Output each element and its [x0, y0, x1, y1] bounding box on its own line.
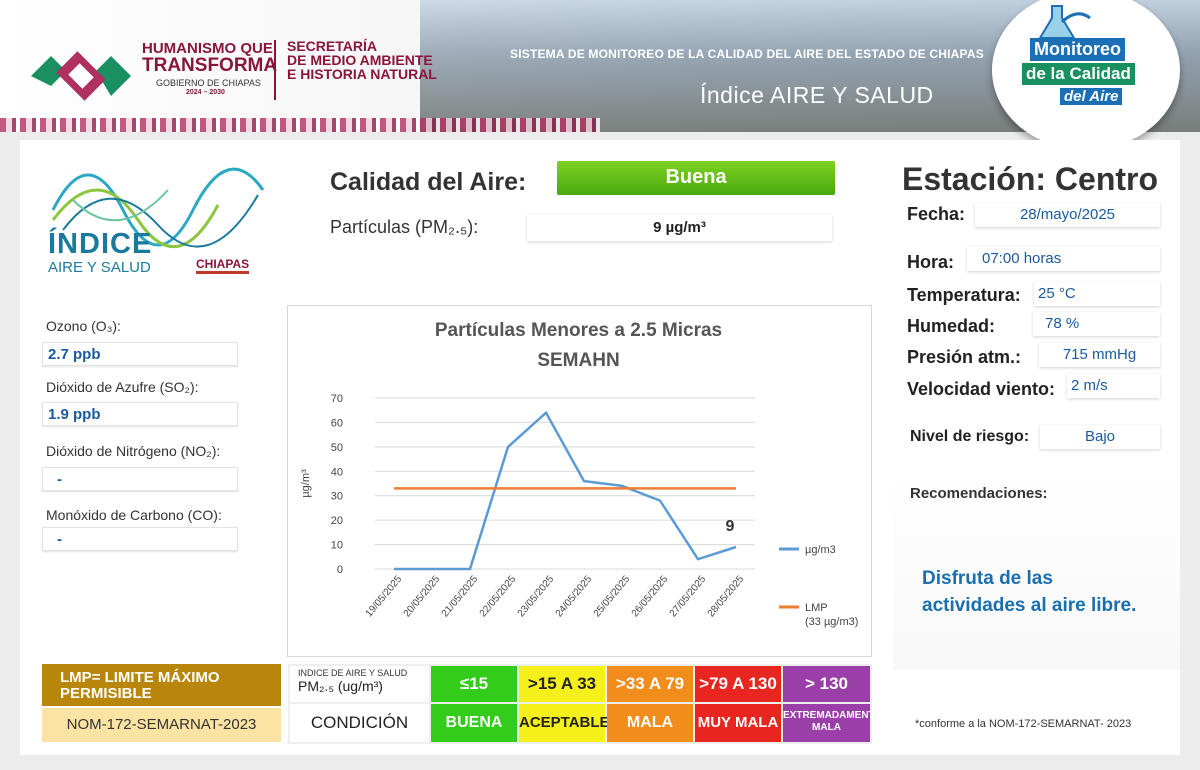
ozone-label: Ozono (O₃): [46, 318, 121, 334]
government-logo-icon [31, 51, 131, 101]
pm25-line-chart: 0 10 20 30 40 50 60 70 µg/m³ 19/05/202520/05/2025… [300, 393, 858, 628]
x-tick-label: 27/05/2025 [668, 574, 709, 620]
x-tick-label: 25/05/2025 [592, 574, 633, 620]
condition-extremadamente-mala: EXTREMADAMENTE MALA [783, 704, 881, 742]
index-header: Índice AIRE Y SALUD [700, 82, 934, 108]
humidity-label: Humedad: [907, 316, 996, 336]
recommendations-panel [893, 470, 1180, 670]
gov-line-1: HUMANISMO QUE [142, 40, 273, 57]
aqi-legend-table: INDICE DE AIRE Y SALUD PM₂.₅ (ug/m³) CON… [288, 664, 881, 744]
condition-aceptable: ACEPTABLE [519, 704, 610, 742]
norm-footnote: *conforme a la NOM-172-SEMARNAT- 2023 [915, 718, 1132, 730]
legend-header-cell: INDICE DE AIRE Y SALUD PM₂.₅ (ug/m³) [290, 666, 429, 702]
legend-label-lmp-value: (33 µg/m3) [805, 616, 858, 628]
gov-line-3: GOBIERNO DE CHIAPAS [156, 78, 261, 88]
temperature-value: 25 °C [1034, 282, 1160, 306]
no2-label: Dióxido de Nitrógeno (NO₂): [46, 443, 221, 459]
flask-icon [1038, 5, 1091, 39]
gov-line-2: TRANSFORMA [142, 55, 278, 76]
chart-title: Partículas Menores a 2.5 Micras [434, 320, 723, 341]
secretaria-line-2: DE MEDIO AMBIENTE [287, 52, 433, 68]
pressure-label: Presión atm.: [907, 347, 1022, 367]
x-tick-label: 19/05/2025 [364, 574, 405, 620]
index-logo-subtitle: AIRE Y SALUD [48, 259, 151, 276]
y-tick-label: 60 [331, 417, 343, 429]
ozone-value: 2.7 ppb [42, 342, 238, 366]
x-tick-label: 23/05/2025 [516, 574, 557, 620]
so2-value: 1.9 ppb [42, 402, 238, 426]
y-tick-label: 70 [331, 393, 343, 405]
x-tick-label: 26/05/2025 [630, 574, 671, 620]
air-quality-label: Calidad del Aire: [330, 168, 527, 196]
decorative-pattern [0, 118, 600, 132]
header-divider [274, 40, 276, 100]
legend-label-pm25: µg/m3 [805, 544, 836, 556]
y-tick-label: 50 [331, 442, 343, 454]
date-value: 28/mayo/2025 [975, 203, 1160, 227]
x-tick-label: 24/05/2025 [554, 574, 595, 620]
station-title: Estación: Centro [902, 161, 1159, 197]
range-muy-mala: >79 A 130 [695, 666, 781, 702]
y-axis-label: µg/m³ [300, 469, 312, 498]
so2-label: Dióxido de Azufre (SO₂): [46, 379, 199, 395]
y-tick-label: 10 [331, 540, 343, 552]
legend-condition-header: CONDICIÓN [290, 704, 429, 742]
gov-line-4: 2024 – 2030 [186, 89, 225, 96]
pm25-series-line [394, 410, 737, 571]
legend-label-lmp: LMP [805, 602, 828, 614]
humidity-value: 78 % [1033, 312, 1160, 336]
pm25-label: Partículas (PM₂.₅): [330, 217, 479, 237]
chart-subtitle: SEMAHN [537, 350, 620, 371]
x-tick-label: 28/05/2025 [706, 574, 747, 620]
lmp-definition: LMP= LIMITE MÁXIMO PERMISIBLE [42, 664, 281, 706]
index-logo-title: ÍNDICE [48, 228, 153, 260]
secretaria-line-3: E HISTORIA NATURAL [287, 66, 437, 82]
risk-value: Bajo [1040, 425, 1160, 449]
legend-header-line2: PM₂.₅ (ug/m³) [298, 678, 383, 694]
x-tick-label: 20/05/2025 [402, 574, 443, 620]
air-quality-badge: Buena [557, 161, 835, 195]
co-label: Monóxido de Carbono (CO): [46, 507, 222, 523]
pressure-value: 715 mmHg [1039, 343, 1160, 367]
x-tick-label: 21/05/2025 [440, 574, 481, 620]
badge-line-3: del Aire [1060, 88, 1123, 105]
range-buena: ≤15 [431, 666, 517, 702]
chart-frame [287, 305, 872, 657]
range-mala: >33 A 79 [607, 666, 693, 702]
secretaria-line-1: SECRETARÍA [287, 38, 377, 54]
system-title: SISTEMA DE MONITOREO DE LA CALIDAD DEL A… [510, 47, 984, 61]
condition-muy-mala: MUY MALA [695, 704, 781, 742]
y-tick-label: 30 [331, 491, 343, 503]
risk-label: Nivel de riesgo: [910, 428, 1030, 445]
recommendations-label: Recomendaciones: [910, 485, 1048, 502]
condition-mala: MALA [607, 704, 693, 742]
range-extremadamente-mala: > 130 [783, 666, 870, 702]
condition-buena: BUENA [431, 704, 517, 742]
temperature-label: Temperatura: [907, 285, 1021, 305]
index-logo-state: CHIAPAS [196, 257, 250, 274]
date-label: Fecha: [907, 204, 966, 224]
legend-header-line1: INDICE DE AIRE Y SALUD [298, 668, 408, 678]
recommendation-text: Disfruta de las actividades al aire libr… [922, 568, 1137, 616]
monitoring-badge: Monitoreo de la Calidad del Aire [992, 0, 1180, 150]
time-label: Hora: [907, 252, 955, 272]
badge-line-2: de la Calidad [1022, 63, 1135, 85]
y-tick-label: 0 [337, 564, 343, 576]
index-logo-icon [51, 167, 265, 249]
y-tick-label: 20 [331, 515, 343, 527]
pm25-value: 9 µg/m³ [527, 215, 832, 241]
wind-label: Velocidad viento: [907, 379, 1056, 399]
co-value: - [42, 527, 238, 551]
range-aceptable: >15 A 33 [519, 666, 605, 702]
last-value-label: 9 [726, 518, 735, 535]
no2-value: - [42, 467, 238, 491]
wind-value: 2 m/s [1067, 374, 1160, 398]
y-tick-label: 40 [331, 466, 343, 478]
time-value: 07:00 horas [967, 247, 1160, 271]
x-tick-label: 22/05/2025 [478, 574, 519, 620]
nom-reference: NOM-172-SEMARNAT-2023 [42, 708, 281, 742]
badge-line-1: Monitoreo [1030, 38, 1125, 61]
